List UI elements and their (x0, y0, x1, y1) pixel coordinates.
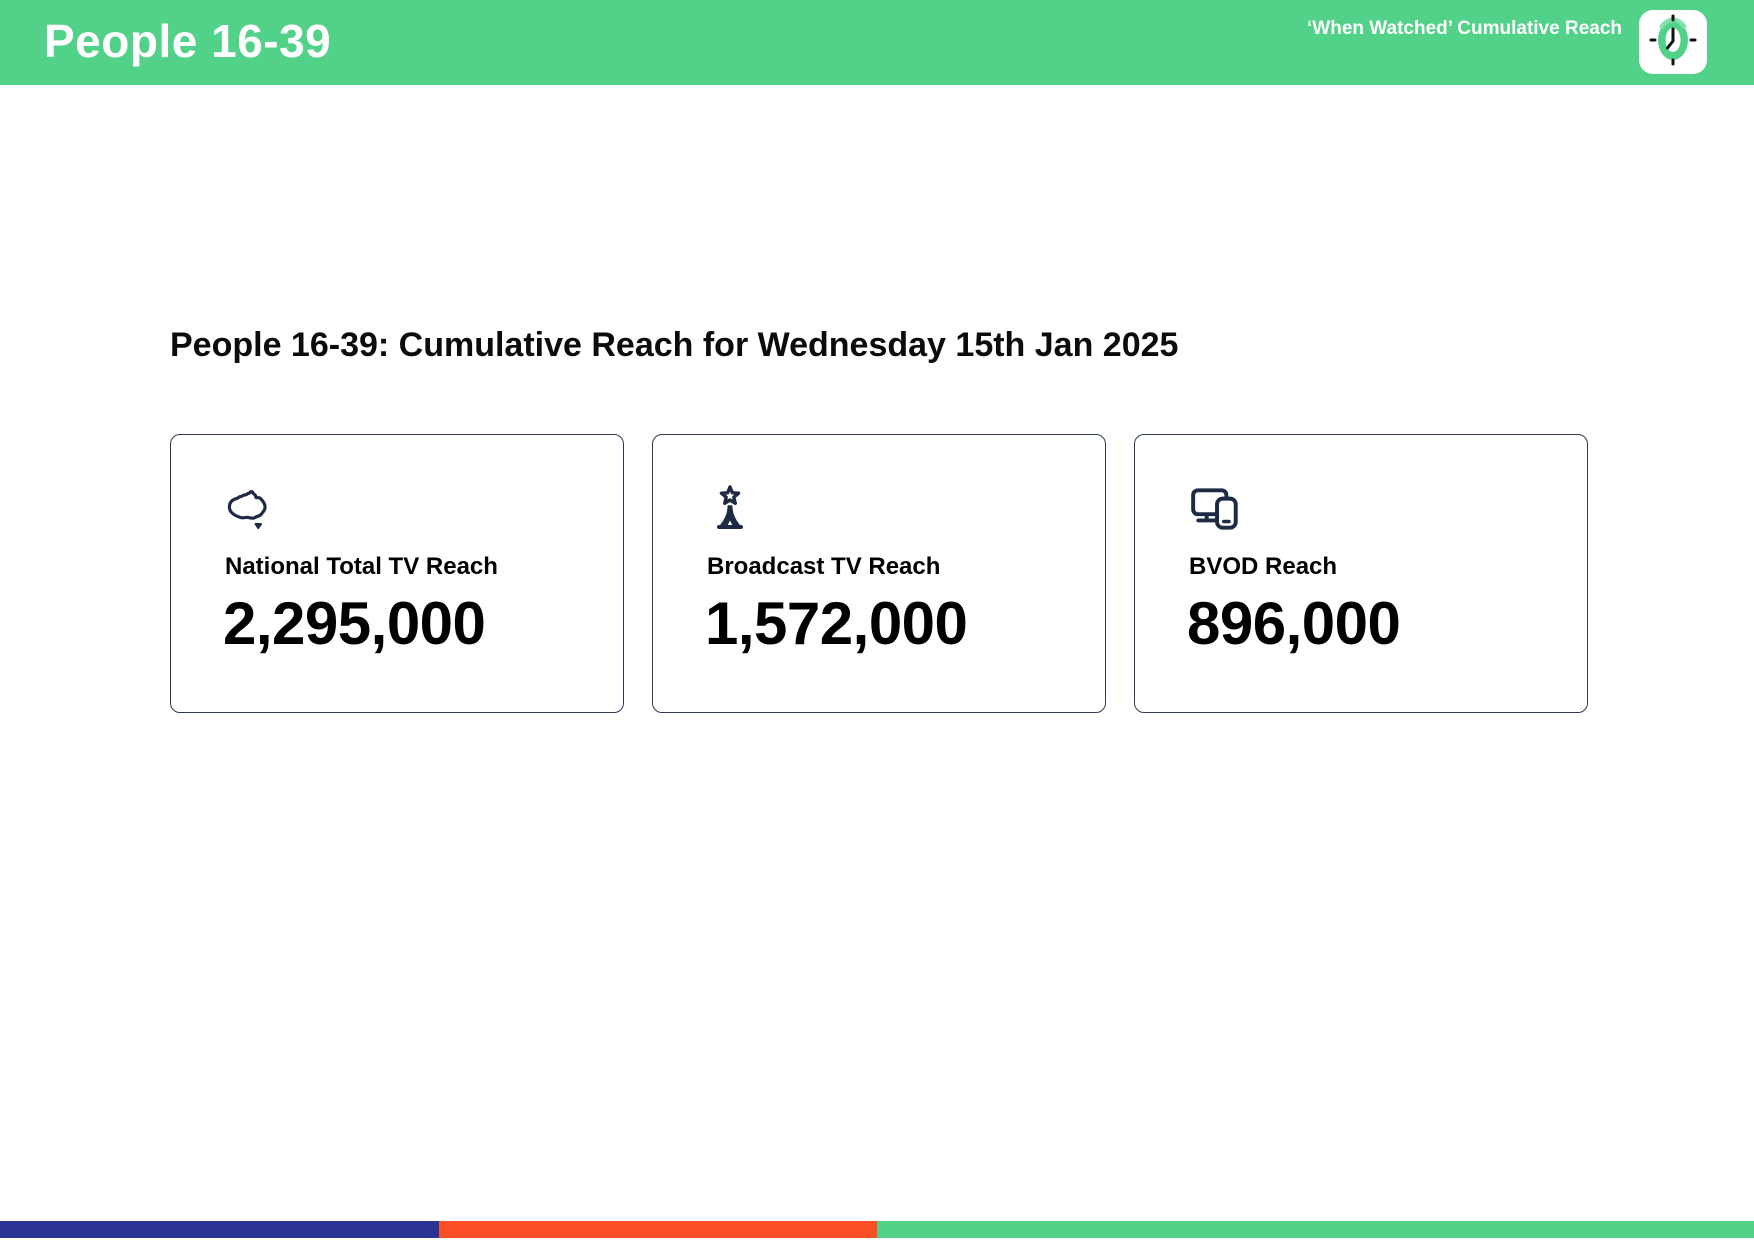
kpi-value: 896,000 (1187, 589, 1401, 657)
kpi-label: Broadcast TV Reach (707, 553, 941, 580)
footer-segment-3 (877, 1221, 1754, 1238)
footer-color-bar (0, 1221, 1754, 1238)
kpi-label: National Total TV Reach (225, 553, 498, 580)
footer-segment-2 (438, 1221, 877, 1238)
page-title: People 16-39 (44, 14, 332, 67)
kpi-cards-row: National Total TV Reach 2,295,000 Broadc… (170, 434, 1588, 713)
kpi-value: 2,295,000 (223, 589, 486, 657)
header-right-group: ‘When Watched’ Cumulative Reach (1307, 10, 1707, 74)
clock-icon (1647, 14, 1699, 71)
devices-icon (1189, 485, 1587, 533)
kpi-card-national-total-tv[interactable]: National Total TV Reach 2,295,000 (170, 434, 624, 713)
australia-map-icon (225, 485, 623, 533)
broadcast-tower-icon (707, 485, 1105, 533)
kpi-label: BVOD Reach (1189, 553, 1338, 580)
kpi-card-broadcast-tv[interactable]: Broadcast TV Reach 1,572,000 (652, 434, 1106, 713)
header-bar: People 16-39 ‘When Watched’ Cumulative R… (0, 0, 1754, 85)
kpi-value: 1,572,000 (705, 589, 968, 657)
kpi-card-bvod[interactable]: BVOD Reach 896,000 (1134, 434, 1588, 713)
clock-logo (1639, 10, 1707, 74)
page-heading: People 16-39: Cumulative Reach for Wedne… (170, 326, 1179, 364)
footer-segment-1 (0, 1221, 439, 1238)
report-subtitle: ‘When Watched’ Cumulative Reach (1307, 18, 1622, 39)
